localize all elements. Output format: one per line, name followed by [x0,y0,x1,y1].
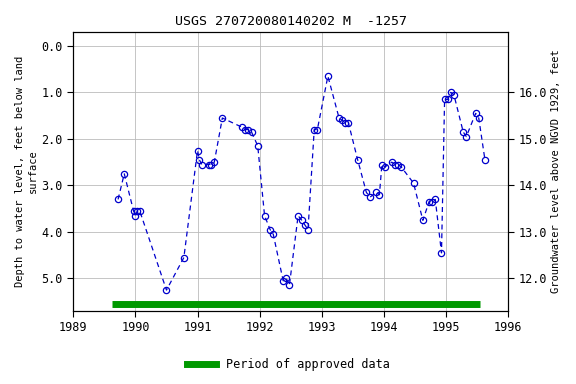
Legend: Period of approved data: Period of approved data [182,354,394,376]
Y-axis label: Depth to water level, feet below land
surface: Depth to water level, feet below land su… [15,56,37,287]
Title: USGS 270720080140202 M  -1257: USGS 270720080140202 M -1257 [175,15,407,28]
Y-axis label: Groundwater level above NGVD 1929, feet: Groundwater level above NGVD 1929, feet [551,50,561,293]
